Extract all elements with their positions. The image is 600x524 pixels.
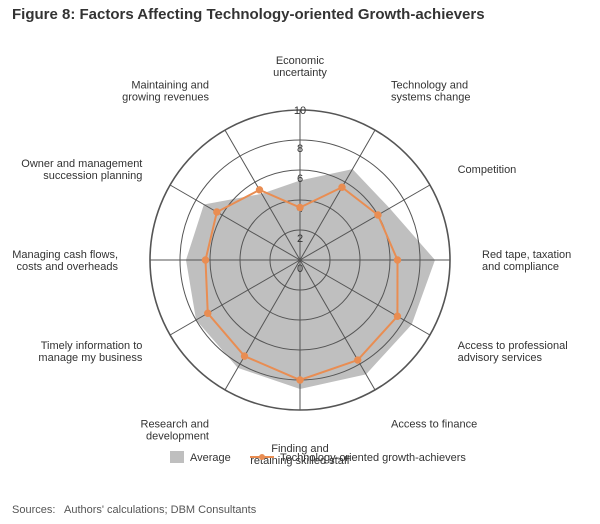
series-tech-marker [214,209,220,215]
series-tech-marker [202,257,208,263]
scale-tick-label: 10 [294,105,306,117]
series-tech-marker [297,204,303,210]
figure-container: Figure 8: Factors Affecting Technology-o… [0,0,600,524]
series-tech-marker [375,212,381,218]
axis-label: Access to finance [391,419,477,431]
axis-label: Technology andsystems change [391,79,470,103]
axis-label: Maintaining andgrowing revenues [122,79,209,103]
series-tech-marker [297,377,303,383]
legend-swatch-average [170,451,184,463]
series-tech-marker [241,353,247,359]
series-tech-marker [394,257,400,263]
series-tech-marker [394,313,400,319]
axis-label: Timely information tomanage my business [38,340,142,364]
figure-title: Figure 8: Factors Affecting Technology-o… [12,6,485,23]
series-tech-marker [339,184,345,190]
axis-label: Access to professionaladvisory services [458,340,568,364]
source-label: Sources: [12,504,55,516]
figure-source: Sources: Authors' calculations; DBM Cons… [12,504,256,516]
legend: Average Technology-oriented growth-achiev… [170,451,466,464]
axis-label: Owner and managementsuccession planning [21,158,142,182]
axis-label: Managing cash flows,costs and overheads [12,249,118,273]
radar-chart: 0246810EconomicuncertaintyTechnology and… [0,28,600,473]
scale-tick-label: 8 [297,143,303,155]
series-tech-marker [205,310,211,316]
scale-tick-label: 0 [297,263,303,275]
axis-label: Competition [458,164,517,176]
axis-label: Economicuncertainty [273,55,327,79]
series-tech-marker [355,357,361,363]
scale-tick-label: 6 [297,173,303,185]
legend-label-tech: Technology-oriented growth-achievers [280,452,466,464]
legend-marker-tech [259,454,265,460]
scale-tick-label: 2 [297,233,303,245]
axis-label: Red tape, taxationand compliance [482,249,571,273]
source-text: Authors' calculations; DBM Consultants [64,504,256,516]
axis-label: Research anddevelopment [141,419,210,443]
series-tech-marker [256,187,262,193]
legend-label-average: Average [190,452,231,464]
